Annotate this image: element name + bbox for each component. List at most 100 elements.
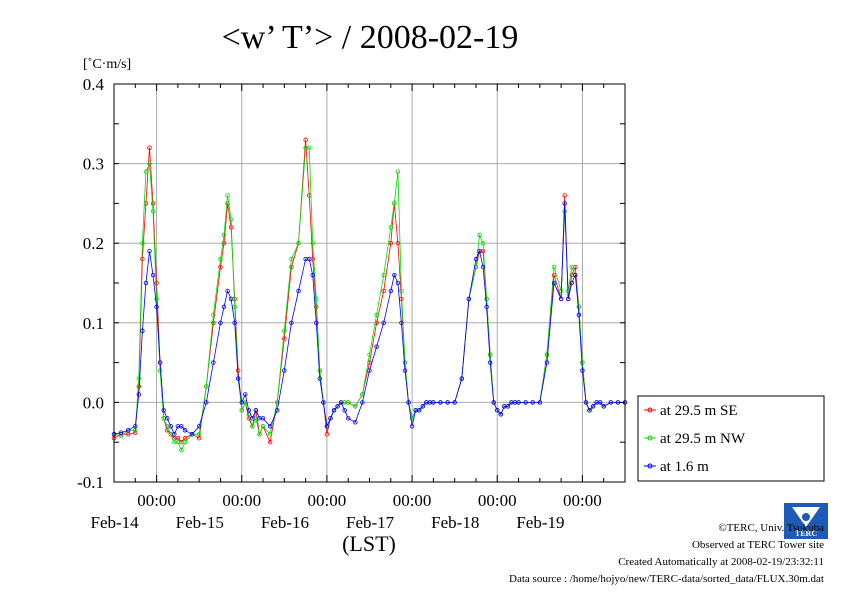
series-point [289, 264, 294, 270]
series-point [221, 304, 227, 310]
series-point [225, 201, 230, 206]
day-label: Feb-16 [261, 513, 309, 532]
plot-frame [113, 83, 626, 483]
legend-box [637, 395, 825, 482]
series-point [381, 320, 386, 325]
y-axis-label: [˚C·m/s] [83, 57, 131, 72]
chart-title: <w’ T’> / 2008-02-19 [222, 19, 519, 56]
series-point [275, 400, 280, 405]
series-point [487, 360, 493, 365]
series-point [157, 360, 163, 365]
series-point [157, 368, 163, 373]
series-point [282, 336, 287, 341]
series-point [388, 288, 393, 294]
series-point [615, 400, 621, 405]
series-point [250, 424, 255, 429]
series-point [346, 400, 351, 405]
series-point [576, 304, 582, 310]
series-point [388, 225, 393, 230]
series-point [267, 424, 273, 429]
legend-label: at 1.6 m [660, 459, 709, 475]
series-point [523, 400, 528, 405]
series-point [484, 296, 489, 302]
series-point [445, 400, 450, 405]
series-point [228, 296, 234, 302]
series-point [296, 288, 301, 294]
series-point [392, 201, 397, 206]
series-point [402, 368, 408, 373]
series-point [473, 264, 479, 270]
series-point [225, 193, 230, 198]
series-point [491, 400, 496, 405]
series-point [275, 408, 280, 413]
series-point [328, 416, 333, 421]
series-point [267, 440, 273, 445]
series-point [118, 430, 124, 435]
series-point [367, 352, 372, 357]
series-point [218, 264, 223, 270]
series-point [381, 288, 386, 294]
series-point [257, 432, 262, 437]
series-point [601, 404, 606, 409]
series-point [165, 416, 170, 421]
series-point [516, 400, 521, 405]
series-point [154, 280, 159, 286]
series-point [310, 272, 315, 278]
grid [114, 83, 625, 483]
series-point [196, 424, 202, 429]
series-point [353, 404, 358, 409]
series-point [473, 256, 479, 262]
series-point [154, 296, 159, 302]
series-point [239, 400, 244, 405]
series-point [296, 240, 301, 246]
day-label: Feb-14 [90, 513, 139, 532]
x-axis-label: (LST) [342, 531, 396, 556]
series-point [306, 256, 312, 262]
series-point [168, 424, 173, 429]
legend-marker [647, 435, 653, 441]
day-label: Feb-18 [431, 513, 479, 532]
series-point [466, 296, 472, 302]
series-point [346, 416, 351, 421]
series-point [147, 145, 152, 150]
x-tick-label: 00:00 [393, 491, 432, 510]
series-point [495, 408, 500, 413]
series-point [477, 233, 482, 238]
series-point [392, 272, 397, 278]
footer-source: Data source : /home/hojyo/new/TERC-data/… [509, 573, 824, 585]
series-point [395, 169, 401, 174]
series-line-2 [113, 203, 625, 436]
series-point [562, 201, 567, 206]
series-point [583, 400, 589, 405]
series-point [211, 320, 216, 325]
series-point [381, 272, 386, 278]
series-point [314, 320, 319, 325]
series-point [218, 256, 223, 262]
day-label: Feb-17 [346, 513, 395, 532]
series-point [342, 408, 347, 413]
series-point [477, 248, 482, 254]
series-point [236, 376, 241, 381]
series-point [338, 400, 344, 405]
series-point [228, 217, 234, 222]
series-point [161, 408, 166, 413]
series-line-0 [113, 139, 625, 444]
series-point [179, 447, 184, 453]
series-point [260, 424, 266, 429]
series-point [374, 344, 379, 349]
day-label: Feb-15 [176, 513, 224, 532]
series-point [399, 288, 404, 294]
series-point [189, 432, 195, 437]
series-point [438, 400, 443, 405]
series-point [402, 360, 408, 365]
series-point [133, 430, 138, 435]
series-point [196, 432, 202, 437]
y-tick-label: 0.2 [83, 234, 104, 253]
footer-copyright: ©TERC, Univ. Tsukuba [718, 522, 824, 534]
legend: at 29.5 m SE at 29.5 m NW at 1.6 m [637, 395, 825, 482]
series-point [409, 424, 415, 429]
series-point [480, 240, 486, 246]
series-point [289, 320, 294, 325]
series-point [136, 392, 142, 397]
series-point [246, 408, 252, 413]
